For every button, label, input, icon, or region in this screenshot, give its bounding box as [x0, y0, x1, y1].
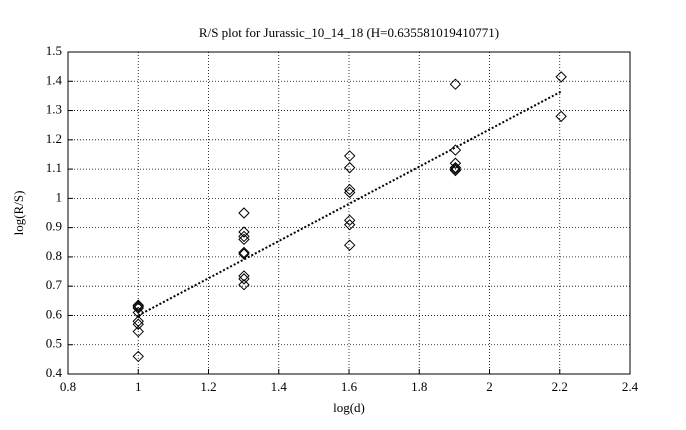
data-point [343, 219, 356, 231]
data-point [449, 163, 462, 175]
data-point [238, 273, 250, 285]
y-tick-label: 1.1 [46, 160, 62, 175]
x-axis-label: log(d) [333, 400, 365, 415]
chart-title: R/S plot for Jurassic_10_14_18 (H=0.6355… [199, 25, 499, 40]
data-point [238, 248, 250, 260]
y-axis-label: log(R/S) [11, 191, 26, 236]
data-point [132, 315, 144, 328]
x-tick-label: 1.4 [271, 379, 288, 394]
data-point [132, 300, 144, 313]
y-tick-label: 0.8 [46, 248, 62, 263]
y-tick-label: 1.2 [46, 131, 62, 146]
y-tick-label: 1.4 [46, 72, 63, 87]
data-point [343, 214, 356, 227]
data-point [343, 150, 356, 162]
x-tick-label: 2.4 [622, 379, 639, 394]
x-tick-label: 1.6 [341, 379, 358, 394]
data-point [343, 239, 356, 251]
data-point [132, 306, 144, 319]
data-point [449, 144, 462, 156]
data-point [132, 299, 144, 311]
y-tick-label: 0.9 [46, 219, 62, 234]
y-tick-label: 1 [56, 189, 63, 204]
y-tick-label: 0.5 [46, 336, 62, 351]
data-point [449, 161, 462, 174]
data-point [238, 230, 250, 243]
data-point [238, 270, 250, 282]
data-point [238, 233, 250, 246]
x-tick-label: 0.8 [60, 379, 76, 394]
x-tick-label: 1 [135, 379, 142, 394]
data-point [132, 350, 144, 363]
data-point [555, 110, 567, 123]
data-point [238, 207, 250, 219]
y-tick-label: 0.4 [46, 365, 63, 380]
x-tick-label: 1.2 [200, 379, 216, 394]
y-tick-label: 0.7 [46, 277, 63, 292]
y-tick-label: 1.5 [46, 43, 62, 58]
x-tick-label: 2 [486, 379, 493, 394]
data-point [343, 161, 356, 174]
data-point [449, 78, 462, 90]
data-point [238, 226, 250, 238]
x-tick-label: 1.8 [411, 379, 427, 394]
data-point [343, 186, 356, 199]
data-point [555, 71, 567, 83]
data-point [343, 183, 356, 196]
data-point [132, 325, 144, 338]
x-tick-label: 2.2 [552, 379, 568, 394]
data-point [449, 164, 462, 177]
y-tick-label: 1.3 [46, 102, 62, 117]
y-tick-label: 0.6 [46, 306, 63, 321]
data-point [238, 246, 250, 259]
data-point [449, 157, 462, 169]
data-point [238, 279, 250, 291]
plot-frame [67, 51, 631, 375]
